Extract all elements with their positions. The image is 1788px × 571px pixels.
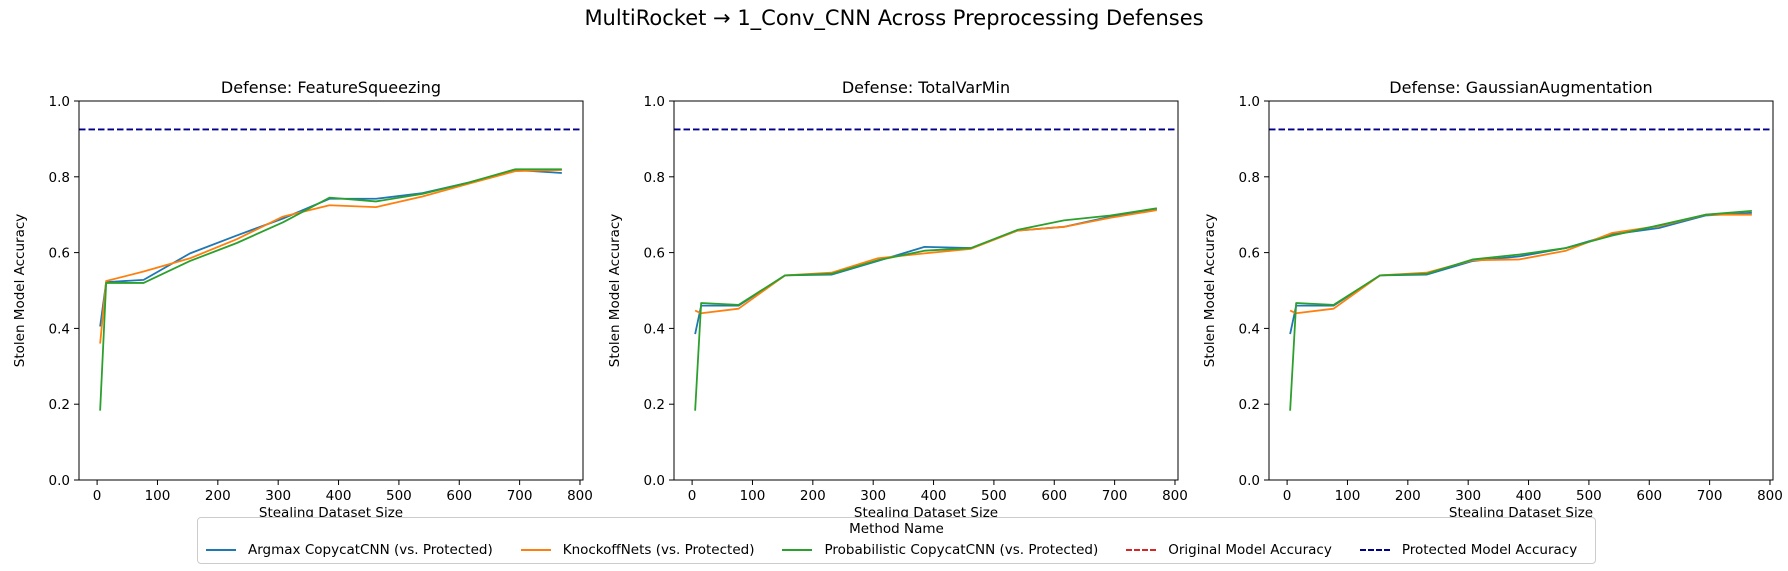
legend-item-probabilistic: Probabilistic CopycatCNN (vs. Protected) [782,542,1098,558]
series-line-2 [1289,210,1752,411]
series-line-1 [1289,213,1752,315]
series-line-1 [694,209,1158,315]
x-tick-label: 200 [1395,488,1421,504]
x-tick-label: 400 [1516,488,1542,504]
series-line-0 [1289,211,1752,335]
x-tick-label: 100 [145,488,171,504]
y-tick-label: 0.6 [49,246,70,262]
y-tick-label: 0.0 [644,473,665,489]
y-tick-label: 1.0 [1239,94,1260,110]
x-tick-label: 300 [265,488,291,504]
y-tick-label: 0.2 [49,397,70,413]
x-tick-label: 200 [205,488,231,504]
y-tick-label: 0.2 [644,397,665,413]
y-tick-label: 0.8 [644,170,665,186]
x-tick-label: 700 [1102,488,1128,504]
legend-swatch-knockoff [520,549,551,551]
y-tick-label: 0.8 [49,170,70,186]
legend-title: Method Name [849,521,944,537]
axes-frame [1268,100,1774,481]
y-tick-label: 0.0 [1239,473,1260,489]
y-tick-label: 0.4 [1239,321,1260,337]
panel-title: Defense: TotalVarMin [842,78,1010,97]
x-tick-label: 300 [860,488,886,504]
legend-item-protected: Protected Model Accuracy [1359,542,1578,558]
legend-label-protected: Protected Model Accuracy [1401,542,1578,558]
x-tick-label: 700 [1697,488,1723,504]
figure-title: MultiRocket → 1_Conv_CNN Across Preproce… [584,6,1204,30]
y-axis-label: Stolen Model Accuracy [607,214,623,367]
y-tick-label: 0.8 [1239,170,1260,186]
x-tick-label: 500 [386,488,412,504]
legend-swatch-probabilistic [782,549,813,551]
y-tick-label: 1.0 [49,94,70,110]
legend-label-knockoff: KnockoffNets (vs. Protected) [562,542,755,558]
y-axis-label: Stolen Model Accuracy [1202,214,1218,367]
legend-item-argmax: Argmax CopycatCNN (vs. Protected) [206,542,493,558]
x-tick-label: 600 [446,488,472,504]
legend-label-probabilistic: Probabilistic CopycatCNN (vs. Protected) [824,542,1099,558]
x-tick-label: 400 [921,488,947,504]
y-tick-label: 0.6 [644,246,665,262]
legend-label-original: Original Model Accuracy [1168,542,1332,558]
axes-frame [673,100,1179,481]
x-tick-label: 800 [1757,488,1783,504]
x-tick-label: 100 [1335,488,1361,504]
y-tick-label: 0.6 [1239,246,1260,262]
legend-swatch-original [1126,549,1157,551]
y-tick-label: 0.0 [49,473,70,489]
x-tick-label: 200 [800,488,826,504]
x-tick-label: 700 [507,488,533,504]
legend-swatch-protected [1359,549,1390,551]
x-tick-label: 0 [93,488,102,504]
panel-title: Defense: FeatureSqueezing [221,78,441,97]
series-line-0 [694,208,1158,335]
axes-frame [78,100,584,481]
y-tick-label: 0.4 [49,321,70,337]
legend-item-original: Original Model Accuracy [1126,542,1332,558]
x-tick-label: 800 [1162,488,1188,504]
y-tick-label: 0.4 [644,321,665,337]
y-tick-label: 1.0 [644,94,665,110]
y-axis-label: Stolen Model Accuracy [12,214,28,367]
x-tick-label: 400 [326,488,352,504]
x-tick-label: 600 [1041,488,1067,504]
x-tick-label: 500 [1576,488,1602,504]
legend-swatch-argmax [206,549,236,551]
legend: Method Name Argmax CopycatCNN (vs. Prote… [197,517,1596,564]
x-tick-label: 300 [1455,488,1481,504]
series-line-1 [99,169,562,344]
x-tick-label: 600 [1636,488,1662,504]
x-tick-label: 0 [688,488,697,504]
x-tick-label: 500 [981,488,1007,504]
legend-label-argmax: Argmax CopycatCNN (vs. Protected) [248,542,493,558]
series-line-0 [99,169,562,327]
legend-item-knockoff: KnockoffNets (vs. Protected) [520,542,755,558]
y-tick-label: 0.2 [1239,397,1260,413]
panel-title: Defense: GaussianAugmentation [1389,78,1652,97]
x-tick-label: 0 [1283,488,1292,504]
x-tick-label: 100 [740,488,766,504]
x-tick-label: 800 [567,488,593,504]
series-line-2 [99,168,562,411]
series-line-2 [694,207,1158,411]
